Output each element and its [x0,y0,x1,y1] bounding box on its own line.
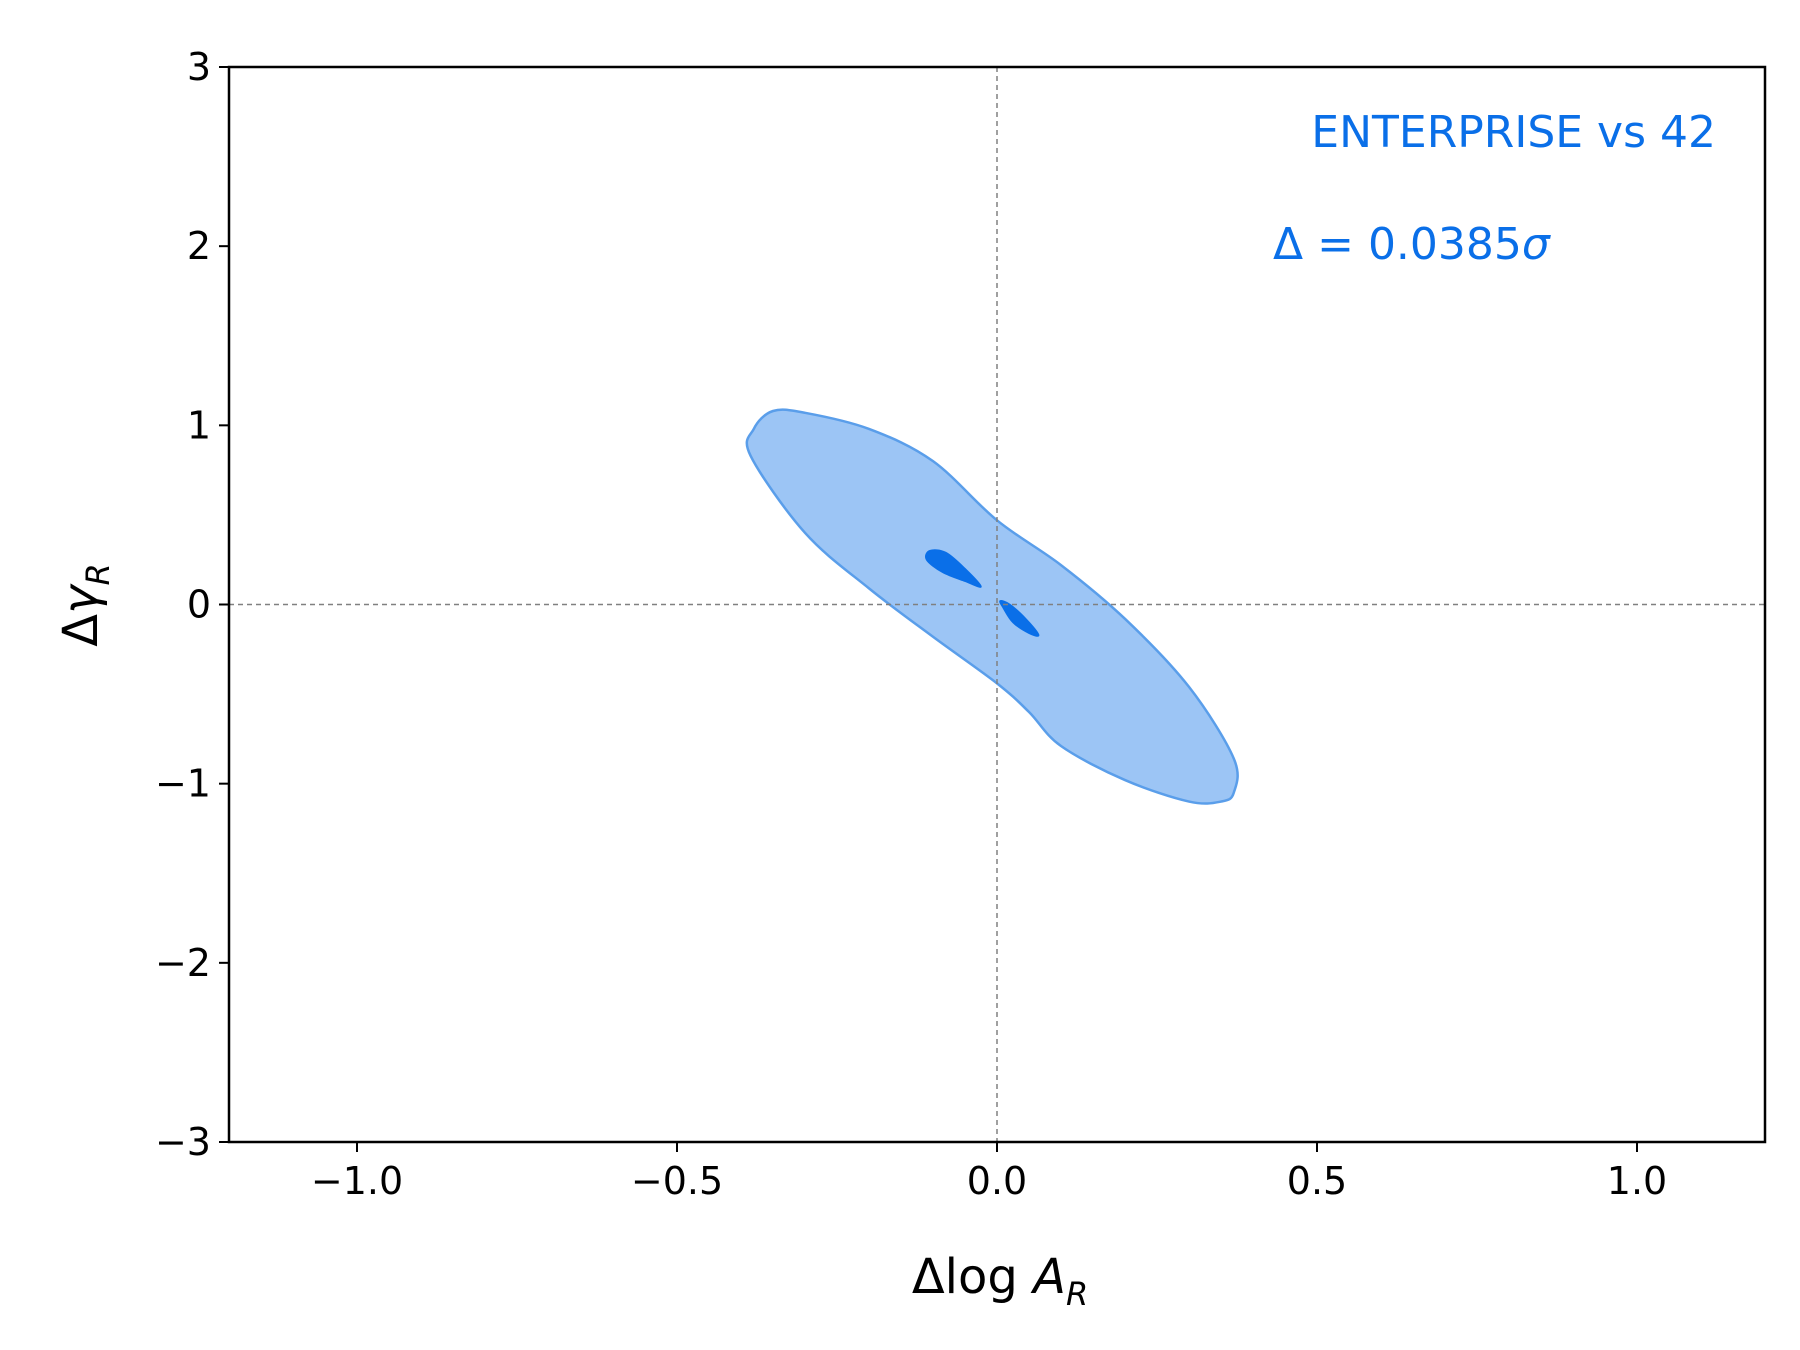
legend-label: ENTERPRISE vs 42 [1311,107,1716,158]
y-tick-label: −2 [155,941,211,985]
x-axis-label: Δlog AR [912,1249,1088,1313]
y-tick-label: −1 [155,762,211,806]
y-tick-label: 2 [187,224,211,268]
y-axis-ticks: −3 −2 −1 0 1 2 3 [155,45,229,1164]
y-tick-label: −3 [155,1120,211,1164]
x-tick-label: −1.0 [311,1159,403,1203]
y-tick-label: 0 [187,583,211,627]
x-tick-label: −0.5 [631,1159,723,1203]
reference-lines [229,67,1765,1142]
contour-layer [745,408,1239,805]
contour-outer [745,408,1239,805]
delta-annotation: Δ = 0.0385σ [1273,219,1551,270]
y-tick-label: 3 [187,45,211,89]
y-tick-label: 1 [187,403,211,447]
contour-inner-1 [925,549,982,588]
x-tick-label: 1.0 [1607,1159,1667,1203]
x-tick-label: 0.0 [967,1159,1027,1203]
x-tick-label: 0.5 [1287,1159,1347,1203]
x-axis-ticks: −1.0 −0.5 0.0 0.5 1.0 [311,1142,1667,1203]
contour-inner-2 [999,600,1040,637]
